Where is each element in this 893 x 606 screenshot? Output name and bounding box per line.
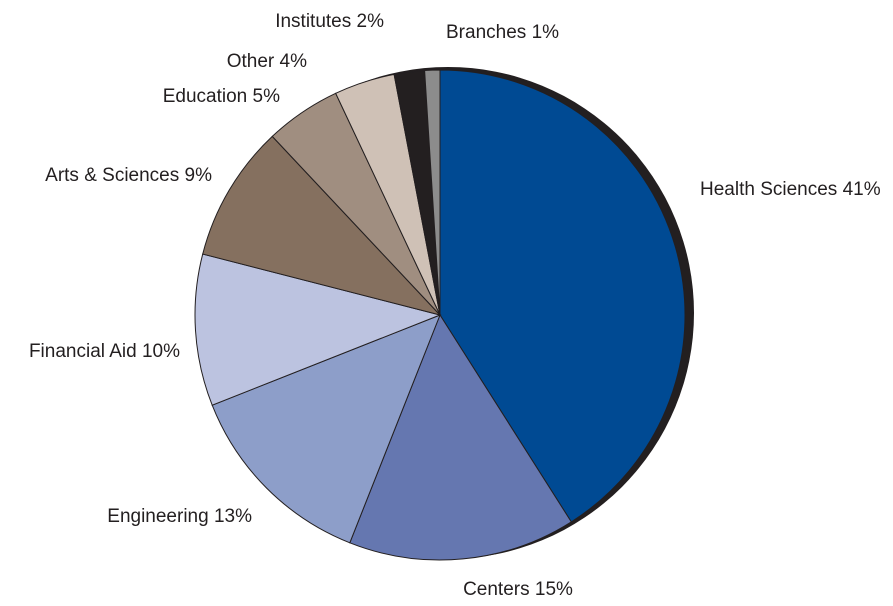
slice-label: Institutes 2% — [275, 11, 384, 32]
slice-value: 9% — [185, 165, 213, 186]
slice-name: Health Sciences — [700, 179, 837, 200]
slice-value: 4% — [280, 51, 308, 72]
slice-label: Engineering 13% — [107, 506, 252, 527]
slice-label: Financial Aid 10% — [29, 341, 180, 362]
pie-slice — [349, 313, 572, 561]
slice-value: 10% — [142, 341, 180, 362]
slice-label: Health Sciences 41% — [700, 179, 881, 200]
slice-label: Branches 1% — [446, 22, 559, 43]
pie-slice — [202, 135, 442, 316]
slice-label: Education 5% — [163, 86, 280, 107]
slice-name: Financial Aid — [29, 341, 137, 362]
slice-value: 15% — [535, 579, 573, 600]
pie-slice — [439, 69, 686, 523]
slice-value: 2% — [357, 11, 385, 32]
slice-value: 1% — [532, 22, 560, 43]
slice-name: Institutes — [275, 11, 351, 32]
slice-name: Arts & Sciences — [45, 165, 179, 186]
slice-value: 41% — [843, 179, 881, 200]
pie-slice — [194, 253, 442, 406]
slice-name: Other — [227, 51, 275, 72]
slice-value: 13% — [214, 506, 252, 527]
slice-label: Other 4% — [227, 51, 307, 72]
slice-name: Engineering — [107, 506, 208, 527]
slice-name: Branches — [446, 22, 526, 43]
pie-slice — [424, 69, 441, 316]
slice-name: Centers — [463, 579, 530, 600]
pie-slice — [211, 314, 441, 544]
slice-label: Centers 15% — [463, 579, 573, 600]
slice-value: 5% — [253, 86, 281, 107]
slice-name: Education — [163, 86, 248, 107]
slice-label: Arts & Sciences 9% — [45, 165, 212, 186]
